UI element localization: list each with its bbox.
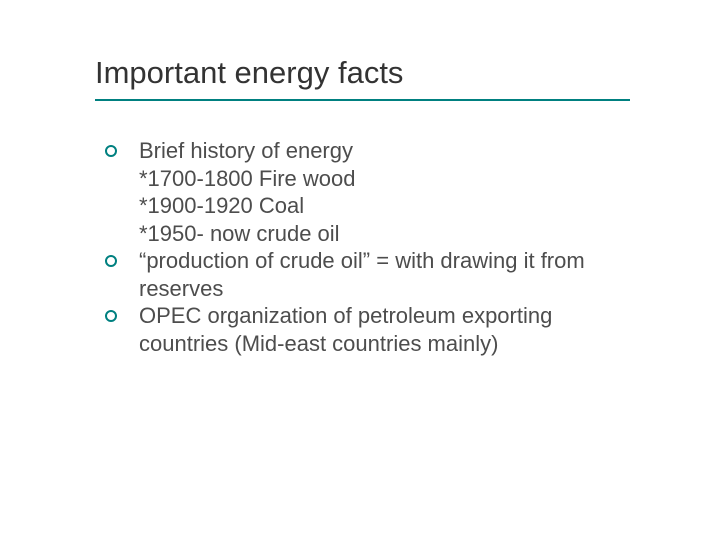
bullet-main: “production of crude oil” = with drawing… — [139, 247, 600, 302]
slide: Important energy facts Brief history of … — [0, 0, 720, 540]
bullet-subline: *1950- now crude oil — [139, 220, 355, 248]
bullet-main: Brief history of energy — [139, 137, 355, 165]
circle-bullet-icon — [105, 145, 117, 157]
bullet-subline: *1900-1920 Coal — [139, 192, 355, 220]
circle-bullet-icon — [105, 255, 117, 267]
list-item-text: Brief history of energy *1700-1800 Fire … — [139, 137, 355, 247]
circle-bullet-icon — [105, 310, 117, 322]
title-underline — [95, 99, 630, 101]
list-item: Brief history of energy *1700-1800 Fire … — [105, 137, 600, 247]
list-item-text: “production of crude oil” = with drawing… — [139, 247, 600, 302]
bullet-subline: *1700-1800 Fire wood — [139, 165, 355, 193]
list-item-text: OPEC organization of petroleum exporting… — [139, 302, 600, 357]
slide-title: Important energy facts — [95, 55, 630, 91]
list-item: OPEC organization of petroleum exporting… — [105, 302, 600, 357]
bullet-main: OPEC organization of petroleum exporting… — [139, 302, 600, 357]
slide-body: Brief history of energy *1700-1800 Fire … — [95, 137, 630, 357]
list-item: “production of crude oil” = with drawing… — [105, 247, 600, 302]
